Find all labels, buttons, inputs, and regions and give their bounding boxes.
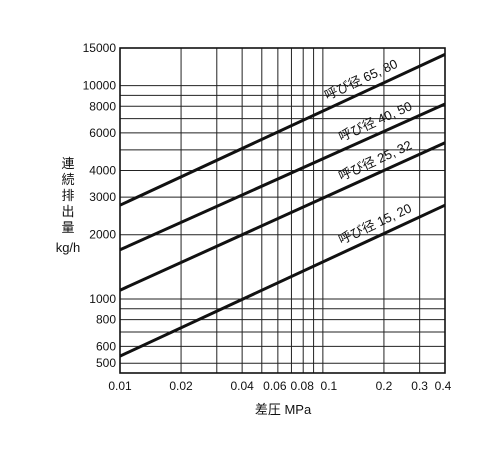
x-tick-label: 0.3 — [411, 379, 428, 393]
x-tick-label: 0.04 — [230, 379, 254, 393]
plot-frame — [119, 47, 446, 374]
y-tick-label: 600 — [96, 339, 116, 353]
x-tick-label: 0.08 — [291, 379, 315, 393]
x-tick-label: 0.4 — [435, 379, 452, 393]
y-tick-label: 2000 — [89, 228, 116, 242]
y-axis-label-part: 排 — [61, 188, 74, 203]
x-axis-label: 差圧 MPa — [255, 402, 312, 417]
y-tick-label: 4000 — [89, 164, 116, 178]
y-axis-label-part: kg/h — [56, 240, 81, 255]
y-tick-label: 1000 — [89, 292, 116, 306]
x-tick-label: 0.2 — [376, 379, 393, 393]
series-line — [119, 53, 446, 207]
y-axis-label-part: 量 — [61, 220, 74, 235]
x-tick-labels: 0.01 0.02 0.04 0.06 0.08 0.1 0.2 0.3 0.4 — [108, 379, 451, 393]
series-label: 呼び径 40, 50 — [336, 98, 414, 144]
series-line — [119, 141, 446, 292]
y-tick-label: 500 — [96, 356, 116, 370]
y-tick-label: 15000 — [83, 41, 117, 55]
y-tick-label: 10000 — [83, 79, 117, 93]
y-axis-label-part: 出 — [61, 204, 74, 219]
x-tick-label: 0.01 — [108, 379, 132, 393]
y-tick-label: 800 — [96, 313, 116, 327]
x-tick-label: 0.02 — [169, 379, 193, 393]
x-tick-label: 0.1 — [321, 379, 338, 393]
y-axis-label-part: 連 — [61, 156, 74, 171]
series-lines — [119, 53, 446, 358]
series-line — [119, 203, 446, 358]
x-tick-label: 0.06 — [263, 379, 287, 393]
y-tick-label: 6000 — [89, 126, 116, 140]
y-tick-label: 8000 — [89, 99, 116, 113]
y-tick-label: 3000 — [89, 190, 116, 204]
y-tick-labels: 500 600 800 1000 2000 3000 4000 6000 8000 10000 15… — [83, 41, 117, 370]
series-line — [119, 102, 446, 252]
y-axis-label-part: 続 — [61, 172, 74, 187]
